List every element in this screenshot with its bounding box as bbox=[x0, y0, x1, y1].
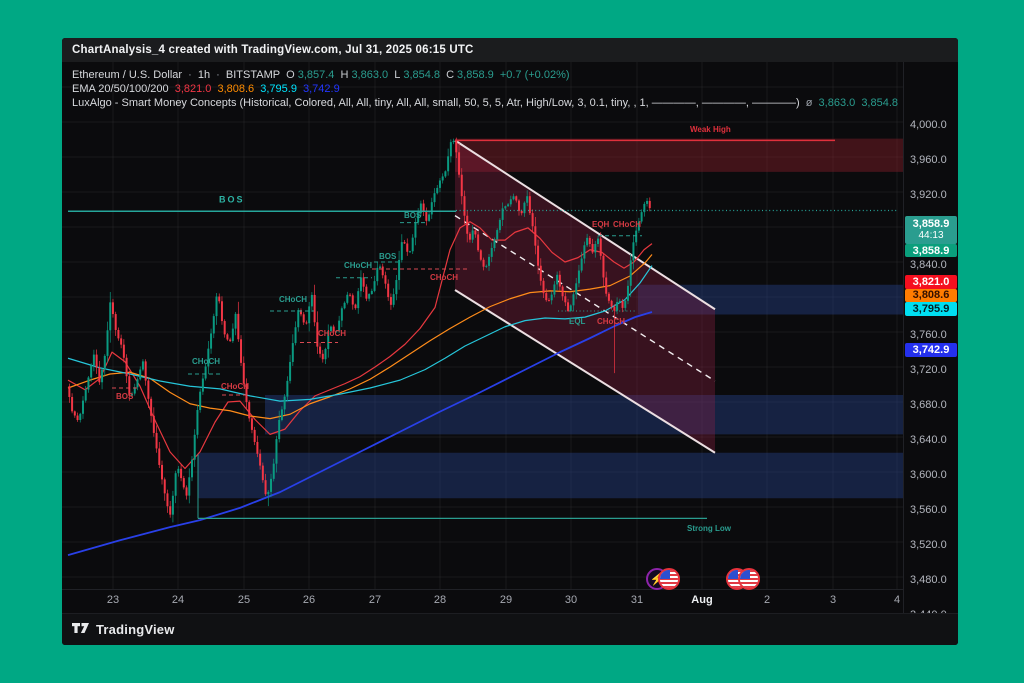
us-economic-event-icon[interactable] bbox=[658, 568, 680, 590]
candlestick-chart[interactable]: BOS BOS BOS CHoCH CHoCH CHoCH CHoCH CHoCH BOS CHo… bbox=[62, 62, 903, 589]
window-titlebar: ChartAnalysis_4 created with TradingView… bbox=[62, 38, 958, 62]
ema-label[interactable]: EMA 20/50/100/200 bbox=[72, 83, 169, 95]
demand-zone-3 bbox=[198, 452, 903, 499]
time-tick-Aug: Aug bbox=[691, 594, 713, 606]
time-tick-27: 27 bbox=[368, 594, 382, 606]
weak-high-label: Weak High bbox=[690, 125, 731, 134]
symbol-name[interactable]: Ethereum / U.S. Dollar bbox=[72, 69, 183, 81]
us-flag-icon bbox=[660, 570, 678, 588]
chart-canvas[interactable]: BOS BOS BOS CHoCH CHoCH CHoCH CHoCH CHoCH BOS CHo… bbox=[62, 62, 903, 589]
eqh-label: EQH bbox=[592, 220, 610, 229]
footer-bar: TradingView bbox=[62, 613, 958, 645]
luxalgo-price-badge: 3,858.9 bbox=[905, 244, 957, 257]
ema50-value: 3,808.6 bbox=[217, 83, 255, 95]
price-axis[interactable]: 4,000.0 3,960.0 3,920.0 3,840.0 3,760.0 3,720… bbox=[903, 62, 958, 621]
chart-panel: ChartAnalysis_4 created with TradingView… bbox=[62, 38, 958, 645]
choch-label-7: CHoCH bbox=[613, 220, 641, 229]
time-tick-23: 23 bbox=[106, 594, 120, 606]
luxalgo-label[interactable]: LuxAlgo - Smart Money Concepts (Historic… bbox=[72, 97, 800, 109]
tradingview-logo[interactable]: TradingView bbox=[72, 622, 175, 637]
ema100-line bbox=[67, 265, 653, 402]
time-tick-4: 4 bbox=[893, 594, 901, 606]
choch-label-3: CHoCH bbox=[318, 329, 346, 338]
ema200-badge: 3,742.9 bbox=[905, 343, 957, 357]
choch-label-5: CHoCH bbox=[221, 382, 249, 391]
legend: Ethereum / U.S. Dollar · 1h · BITSTAMP O… bbox=[72, 68, 941, 110]
price-tick-3560: 3,560.0 bbox=[910, 504, 947, 516]
demand-zone-2 bbox=[265, 395, 903, 435]
symbol-row[interactable]: Ethereum / U.S. Dollar · 1h · BITSTAMP O… bbox=[72, 69, 570, 81]
time-axis[interactable]: 23 24 25 26 27 28 29 30 31 Aug 2 3 4 bbox=[62, 589, 903, 613]
price-tick-3480: 3,480.0 bbox=[910, 574, 947, 586]
exchange: BITSTAMP bbox=[225, 69, 281, 81]
open-value: 3,857.4 bbox=[297, 69, 335, 81]
ema200-line bbox=[67, 311, 653, 556]
choch-label-1: CHoCH bbox=[344, 261, 372, 270]
choch-label-6: CHoCH bbox=[430, 273, 458, 282]
smc-labels: BOS BOS BOS CHoCH CHoCH CHoCH CHoCH CHoCH BOS CHo… bbox=[116, 125, 732, 533]
choch-label-8: CHoCH bbox=[597, 317, 625, 326]
ema50-line bbox=[67, 254, 653, 420]
price-tick-3720: 3,720.0 bbox=[910, 364, 947, 376]
candles-layer bbox=[68, 137, 651, 523]
demand-zone-1 bbox=[638, 284, 903, 315]
luxalgo-indicator-row[interactable]: LuxAlgo - Smart Money Concepts (Historic… bbox=[72, 97, 941, 109]
ema50-badge: 3,808.6 bbox=[905, 288, 957, 302]
grid bbox=[62, 62, 903, 589]
ema100-badge: 3,795.9 bbox=[905, 302, 957, 316]
time-tick-29: 29 bbox=[499, 594, 513, 606]
bos-label-red: BOS bbox=[116, 392, 134, 401]
price-tick-3600: 3,600.0 bbox=[910, 469, 947, 481]
window-title: ChartAnalysis_4 created with TradingView… bbox=[72, 44, 474, 56]
tradingview-logo-text: TradingView bbox=[96, 622, 175, 637]
descending-channel bbox=[454, 139, 716, 454]
time-tick-25: 25 bbox=[237, 594, 251, 606]
price-tick-3640: 3,640.0 bbox=[910, 434, 947, 446]
ema-lines bbox=[67, 221, 653, 556]
supply-zone-weak-high bbox=[455, 138, 903, 172]
time-tick-30: 30 bbox=[564, 594, 578, 606]
high-value: 3,863.0 bbox=[351, 69, 389, 81]
eql-label: EQL bbox=[569, 317, 586, 326]
ema100-value: 3,795.9 bbox=[260, 83, 297, 95]
ema20-badge: 3,821.0 bbox=[905, 275, 957, 289]
bos-label-major: BOS bbox=[219, 194, 245, 204]
time-tick-26: 26 bbox=[302, 594, 316, 606]
time-tick-24: 24 bbox=[171, 594, 185, 606]
time-tick-28: 28 bbox=[433, 594, 447, 606]
bos-label-2: BOS bbox=[404, 211, 422, 220]
ema200-value: 3,742.9 bbox=[303, 83, 340, 95]
price-tick-3680: 3,680.0 bbox=[910, 399, 947, 411]
price-tick-3960: 3,960.0 bbox=[910, 154, 947, 166]
price-tick-3840: 3,840.0 bbox=[910, 259, 947, 271]
average-symbol: ø bbox=[805, 97, 813, 109]
ema20-value: 3,821.0 bbox=[174, 83, 212, 95]
ema20-line bbox=[67, 221, 653, 470]
tradingview-logo-icon bbox=[72, 622, 89, 633]
price-tick-3920: 3,920.0 bbox=[910, 189, 947, 201]
last-price-badge: 3,858.9 44:13 bbox=[905, 216, 957, 244]
us-economic-event-icon[interactable] bbox=[738, 568, 760, 590]
time-tick-2: 2 bbox=[763, 594, 771, 606]
time-tick-31: 31 bbox=[630, 594, 644, 606]
price-tick-3520: 3,520.0 bbox=[910, 539, 947, 551]
bos-label-3: BOS bbox=[379, 252, 397, 261]
smc-lines bbox=[68, 139, 897, 520]
price-tick-3760: 3,760.0 bbox=[910, 329, 947, 341]
low-value: 3,854.8 bbox=[403, 69, 441, 81]
strong-low-label: Strong Low bbox=[687, 524, 732, 533]
smc-zones bbox=[198, 138, 903, 499]
time-tick-3: 3 bbox=[829, 594, 837, 606]
ema-indicator-row[interactable]: EMA 20/50/100/200 3,821.0 3,808.6 3,795.… bbox=[72, 82, 912, 96]
us-flag-icon bbox=[740, 570, 758, 588]
price-tick-4000: 4,000.0 bbox=[910, 119, 947, 131]
choch-label-4: CHoCH bbox=[192, 357, 220, 366]
change-value: +0.7 (+0.02%) bbox=[499, 69, 570, 81]
choch-label-2: CHoCH bbox=[279, 295, 307, 304]
timeframe[interactable]: 1h bbox=[197, 69, 211, 81]
close-value: 3,858.9 bbox=[457, 69, 494, 81]
